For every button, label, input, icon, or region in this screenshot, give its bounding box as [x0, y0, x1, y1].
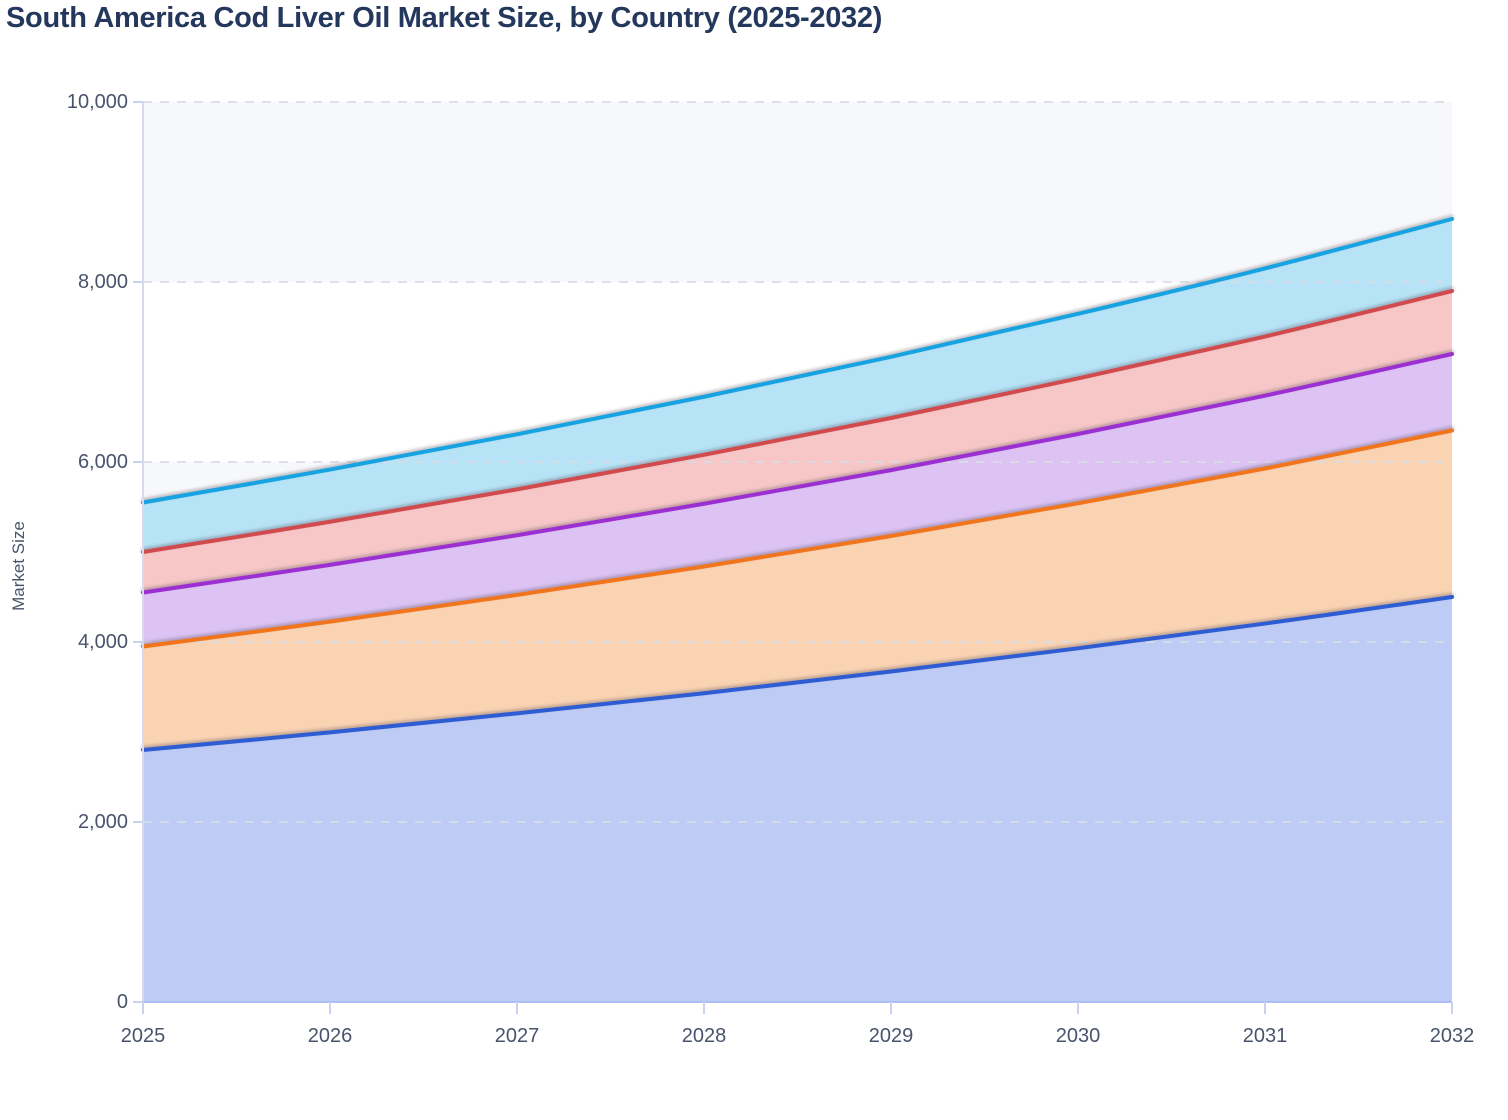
series-line-series-4-red — [141, 289, 1454, 554]
series-line-series-2-orange — [141, 428, 1454, 649]
x-tick-label: 2032 — [1429, 1025, 1475, 1047]
chart-title: South America Cod Liver Oil Market Size,… — [6, 2, 883, 34]
y-tick-label: 10,000 — [66, 91, 128, 113]
area-fill-series-2-orange — [143, 430, 1452, 750]
series-line-series-3-purple — [141, 352, 1454, 595]
area-fill-series-4-red — [143, 291, 1452, 593]
x-tick-label: 2028 — [681, 1025, 727, 1047]
x-tick-label: 2030 — [1055, 1025, 1101, 1047]
x-tick-label: 2029 — [868, 1025, 914, 1047]
series-line-series-1-bottom — [141, 595, 1454, 752]
x-tick-label: 2027 — [494, 1025, 540, 1047]
x-tick-label: 2025 — [120, 1025, 166, 1047]
y-axis-title: Market Size — [9, 521, 28, 611]
y-tick-label: 0 — [116, 991, 128, 1013]
area-fill-series-3-purple — [143, 354, 1452, 647]
y-tick-label: 6,000 — [77, 451, 128, 473]
series-line-series-5-top — [141, 217, 1454, 505]
y-tick-label: 8,000 — [77, 271, 128, 293]
x-tick-label: 2026 — [307, 1025, 353, 1047]
x-tick-label: 2031 — [1242, 1025, 1288, 1047]
stacked-area-plot — [133, 101, 1454, 1014]
y-tick-label: 2,000 — [77, 811, 128, 833]
plot-row-band — [143, 102, 1452, 282]
y-tick-label: 4,000 — [77, 631, 128, 653]
area-fill-series-1-bottom — [143, 597, 1452, 1002]
area-fill-series-5-top — [143, 219, 1452, 552]
